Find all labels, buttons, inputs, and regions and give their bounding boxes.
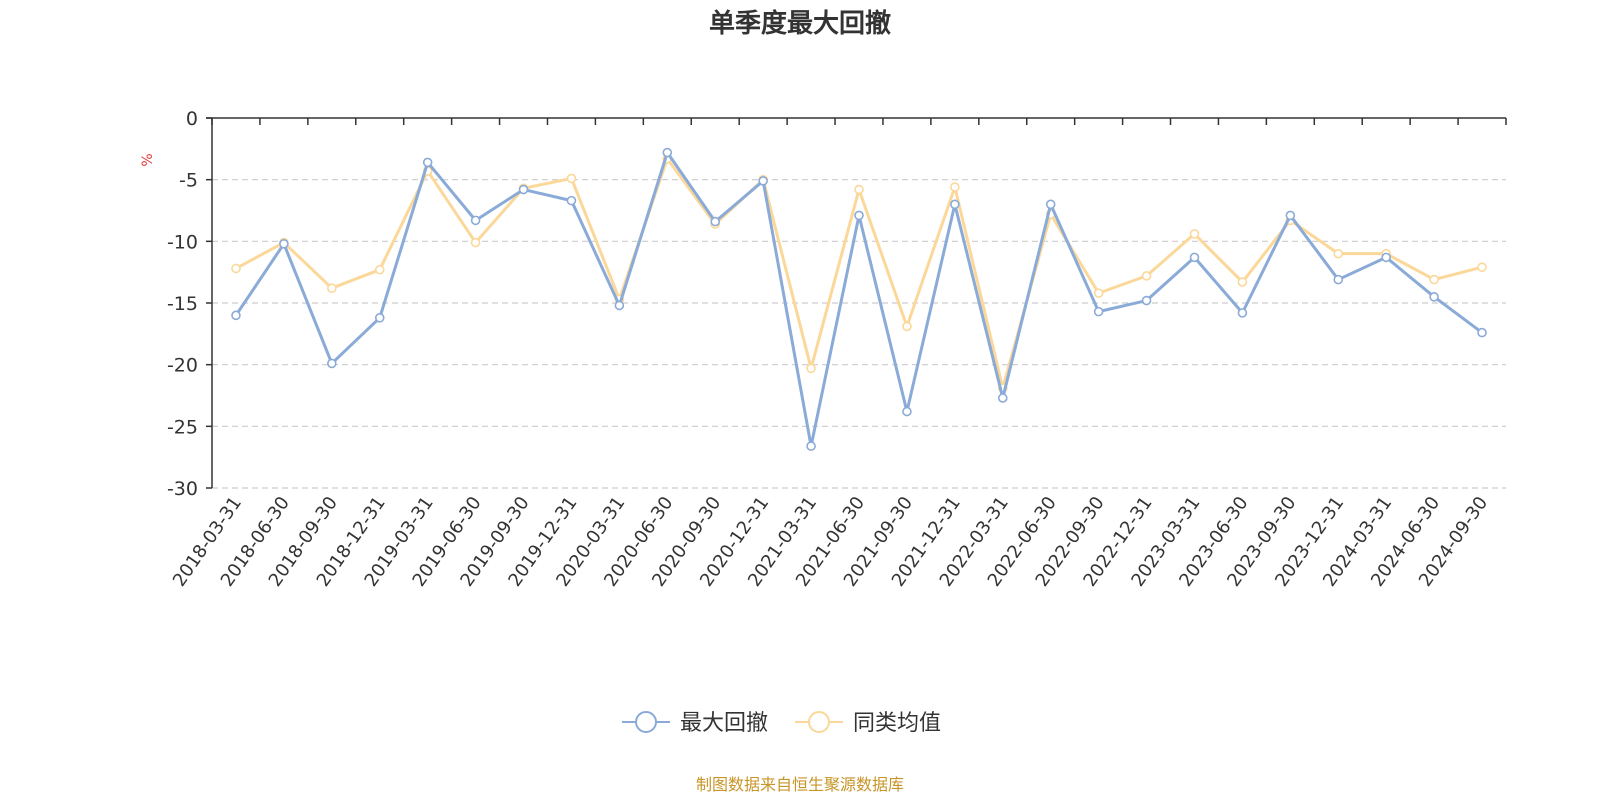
series-1	[231, 147, 1487, 451]
y-tick-label: -30	[167, 478, 198, 500]
legend-marker	[808, 711, 830, 733]
data-point[interactable]	[614, 300, 625, 311]
data-point[interactable]	[374, 312, 385, 323]
data-point[interactable]	[470, 237, 481, 248]
y-tick-label: 0	[186, 108, 198, 130]
data-point[interactable]	[1093, 288, 1104, 298]
y-axis-unit: %	[140, 153, 156, 166]
legend-label: 最大回撤	[680, 711, 768, 736]
data-point[interactable]	[566, 195, 577, 206]
data-point[interactable]	[1429, 274, 1439, 285]
data-point[interactable]	[950, 199, 960, 210]
data-point[interactable]	[662, 147, 673, 158]
data-point[interactable]	[518, 184, 529, 195]
data-point[interactable]	[950, 182, 960, 192]
series	[231, 147, 1487, 451]
data-point[interactable]	[997, 393, 1008, 403]
data-point[interactable]	[1285, 210, 1296, 221]
data-point[interactable]	[422, 157, 433, 168]
data-point[interactable]	[1189, 229, 1200, 239]
data-point[interactable]	[806, 363, 816, 374]
data-point[interactable]	[854, 184, 864, 195]
y-tick-label: -10	[167, 231, 198, 253]
data-point[interactable]	[1093, 306, 1104, 317]
legend-marker	[635, 711, 657, 733]
grid	[212, 179, 1506, 489]
data-point[interactable]	[1333, 248, 1344, 259]
data-point[interactable]	[231, 263, 241, 274]
data-point[interactable]	[1477, 262, 1487, 273]
source-note: 制图数据来自恒生聚源数据库	[696, 775, 904, 794]
data-point[interactable]	[1141, 271, 1152, 281]
data-point[interactable]	[566, 173, 577, 184]
data-point[interactable]	[1381, 252, 1391, 263]
y-tick-label: -5	[179, 170, 198, 192]
series-line	[234, 151, 1483, 448]
legend-item-2[interactable]: 同类均值	[795, 711, 941, 736]
data-point[interactable]	[1237, 277, 1248, 287]
data-point[interactable]	[710, 216, 721, 227]
data-point[interactable]	[1429, 292, 1439, 302]
data-point[interactable]	[279, 239, 289, 249]
data-point[interactable]	[854, 210, 864, 221]
legend-item-1[interactable]: 最大回撤	[622, 711, 768, 736]
data-point[interactable]	[327, 283, 337, 294]
data-point[interactable]	[1141, 295, 1152, 306]
data-point[interactable]	[902, 406, 912, 417]
data-point[interactable]	[327, 358, 337, 369]
chart-title: 单季度最大回撤	[709, 8, 891, 39]
y-tick-label: -15	[167, 293, 198, 315]
data-point[interactable]	[902, 321, 912, 332]
axes: 0-5-10-15-20-25-302018-03-312018-06-3020…	[167, 108, 1507, 591]
data-point[interactable]	[806, 441, 816, 451]
data-point[interactable]	[1189, 252, 1200, 263]
y-tick-label: -20	[167, 355, 198, 377]
y-tick-label: -25	[167, 416, 198, 438]
data-point[interactable]	[1045, 199, 1056, 210]
legend-label: 同类均值	[853, 711, 941, 736]
data-point[interactable]	[470, 215, 481, 226]
data-point[interactable]	[231, 310, 241, 321]
data-point[interactable]	[1333, 274, 1344, 285]
data-point[interactable]	[1477, 327, 1487, 338]
legend[interactable]: 最大回撤 同类均值	[622, 711, 941, 736]
data-point[interactable]	[758, 176, 768, 186]
data-point[interactable]	[374, 264, 385, 275]
data-point[interactable]	[1237, 308, 1248, 318]
